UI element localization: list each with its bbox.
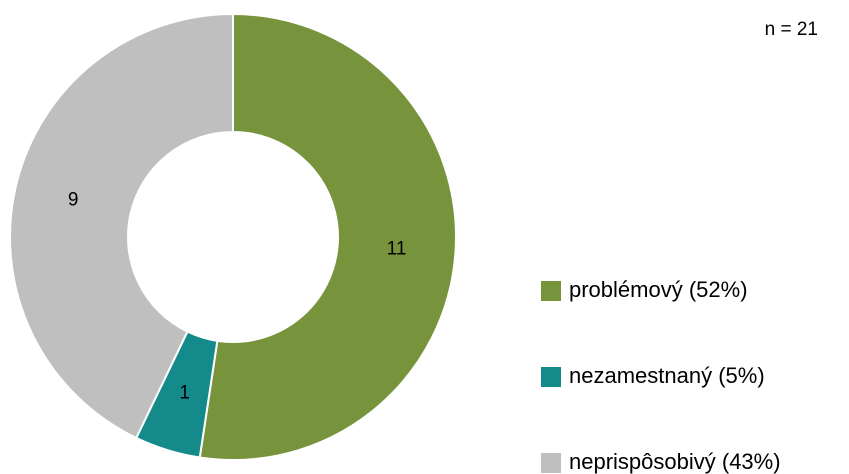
slice xyxy=(9,12,234,440)
data-label: 11 xyxy=(387,238,407,259)
data-label: 9 xyxy=(68,190,79,211)
legend-label: problémový (52%) xyxy=(569,277,748,302)
legend-swatch xyxy=(541,367,561,387)
legend-label: neprispôsobivý (43%) xyxy=(569,449,781,474)
legend-label: nezamestnaný (5%) xyxy=(569,363,765,388)
slice xyxy=(198,12,457,461)
legend-swatch xyxy=(541,453,561,473)
legend-swatch xyxy=(541,281,561,301)
chart-subtitle: n = 21 xyxy=(765,19,818,40)
data-label: 1 xyxy=(179,383,190,404)
